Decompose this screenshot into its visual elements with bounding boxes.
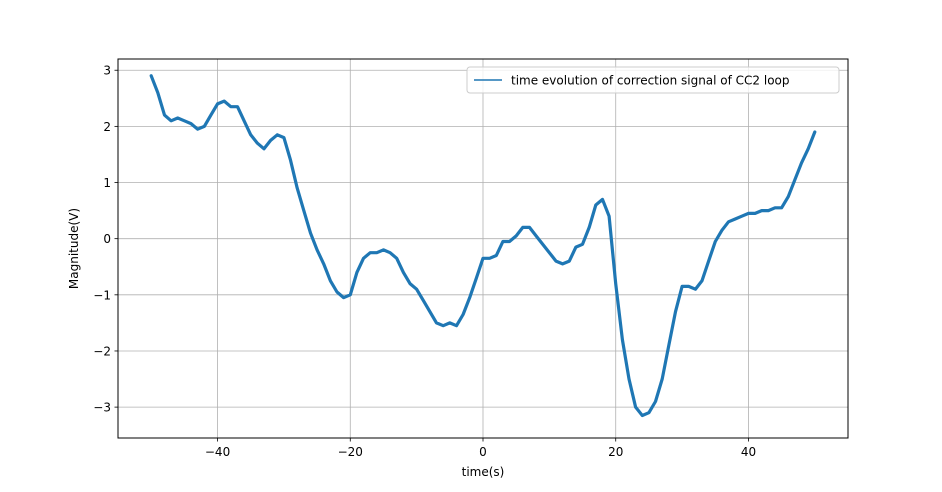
x-tick-label: 40 <box>741 445 756 459</box>
series-line-0 <box>149 74 817 418</box>
x-axis-label: time(s) <box>462 465 505 479</box>
x-tick-label: 0 <box>479 445 487 459</box>
legend-box <box>466 66 840 94</box>
grid-lines <box>118 59 848 438</box>
axis-ticks: −40 −20 0 20 40 3 2 1 0 −1 −2 −3 <box>93 64 756 459</box>
legend-entry: time evolution of correction signal of C… <box>511 74 790 88</box>
x-tick-label: −20 <box>338 445 363 459</box>
y-tick-label: −1 <box>93 288 111 302</box>
y-axis-label: Magnitude(V) <box>67 208 81 289</box>
data-lines <box>149 74 817 418</box>
y-tick-label: 2 <box>103 120 111 134</box>
y-tick-label: −2 <box>93 344 111 358</box>
y-tick-label: 3 <box>103 64 111 78</box>
y-tick-label: 1 <box>103 176 111 190</box>
y-tick-label: 0 <box>103 232 111 246</box>
y-tick-label: −3 <box>93 401 111 415</box>
x-tick-label: 20 <box>608 445 623 459</box>
legend: time evolution of correction signal of C… <box>466 66 840 94</box>
x-tick-label: −40 <box>205 445 230 459</box>
